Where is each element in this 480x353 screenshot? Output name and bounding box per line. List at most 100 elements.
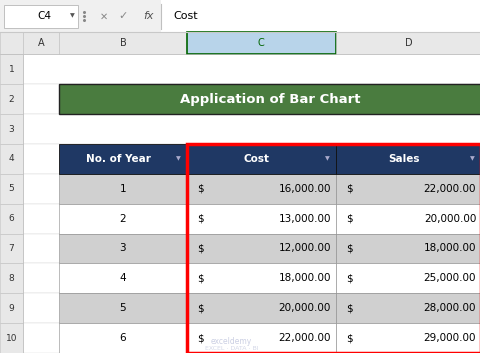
Bar xyxy=(0,234,23,263)
Bar xyxy=(23,32,59,54)
Text: 13,000.00: 13,000.00 xyxy=(278,214,330,223)
Bar xyxy=(186,32,335,54)
Bar xyxy=(23,54,480,84)
Text: Cost: Cost xyxy=(173,11,197,21)
Bar xyxy=(59,174,186,204)
Bar xyxy=(186,293,335,323)
Bar xyxy=(59,263,186,293)
Bar xyxy=(23,234,480,263)
Bar xyxy=(186,234,335,263)
Text: fx: fx xyxy=(143,11,153,21)
Text: 6: 6 xyxy=(9,214,14,223)
Bar xyxy=(0,0,480,32)
Bar xyxy=(0,263,23,293)
Text: No. of Year: No. of Year xyxy=(85,154,150,164)
Text: exceldemy: exceldemy xyxy=(210,336,252,346)
Bar xyxy=(59,323,186,353)
Text: 5: 5 xyxy=(9,184,14,193)
Bar xyxy=(186,174,335,204)
Text: 18,000.00: 18,000.00 xyxy=(278,273,330,283)
Text: 4: 4 xyxy=(9,154,14,163)
Text: $: $ xyxy=(346,184,352,194)
Text: Sales: Sales xyxy=(387,154,419,164)
Bar xyxy=(59,144,186,174)
Text: 9: 9 xyxy=(9,304,14,313)
Text: 5: 5 xyxy=(120,303,126,313)
Text: 3: 3 xyxy=(120,244,126,253)
Text: Application of Bar Chart: Application of Bar Chart xyxy=(180,92,360,106)
Text: 3: 3 xyxy=(9,125,14,133)
Text: 12,000.00: 12,000.00 xyxy=(278,244,330,253)
Bar xyxy=(186,204,335,234)
Bar xyxy=(0,323,23,353)
Text: $: $ xyxy=(346,244,352,253)
Text: 25,000.00: 25,000.00 xyxy=(423,273,475,283)
Text: ▼: ▼ xyxy=(469,156,474,161)
Text: C: C xyxy=(257,38,264,48)
Bar xyxy=(59,32,186,54)
Bar xyxy=(4,5,78,28)
Text: EXCEL · DATA · BI: EXCEL · DATA · BI xyxy=(204,346,258,351)
Text: $: $ xyxy=(346,333,352,343)
Text: ▼: ▼ xyxy=(70,14,75,19)
Bar xyxy=(23,293,480,323)
Text: 28,000.00: 28,000.00 xyxy=(423,303,475,313)
Bar xyxy=(23,174,480,204)
Text: 1: 1 xyxy=(120,184,126,194)
Bar xyxy=(0,174,23,204)
Text: 20,000.00: 20,000.00 xyxy=(423,214,475,223)
Text: $: $ xyxy=(197,244,204,253)
Text: ✓: ✓ xyxy=(118,11,127,21)
Bar xyxy=(59,204,186,234)
Bar xyxy=(335,234,480,263)
Bar xyxy=(23,263,480,293)
Bar xyxy=(186,323,335,353)
Text: ▼: ▼ xyxy=(324,156,329,161)
Text: 6: 6 xyxy=(120,333,126,343)
Bar xyxy=(0,204,23,234)
Text: $: $ xyxy=(346,273,352,283)
Text: C4: C4 xyxy=(38,11,52,21)
Text: $: $ xyxy=(197,303,204,313)
Bar xyxy=(23,204,480,234)
Bar xyxy=(161,0,480,32)
Text: 10: 10 xyxy=(6,334,17,342)
Text: 4: 4 xyxy=(120,273,126,283)
Bar xyxy=(186,144,480,353)
Bar xyxy=(59,293,186,323)
Text: 22,000.00: 22,000.00 xyxy=(278,333,330,343)
Text: ✕: ✕ xyxy=(99,11,107,21)
Bar xyxy=(59,234,186,263)
Text: 16,000.00: 16,000.00 xyxy=(278,184,330,194)
Text: $: $ xyxy=(197,184,204,194)
Bar xyxy=(0,32,23,54)
Text: ▼: ▼ xyxy=(175,156,180,161)
Bar xyxy=(23,84,480,114)
Text: $: $ xyxy=(197,333,204,343)
Text: $: $ xyxy=(346,303,352,313)
Bar xyxy=(335,144,480,174)
Bar xyxy=(0,32,480,54)
Bar xyxy=(0,144,23,174)
Bar xyxy=(335,174,480,204)
Bar xyxy=(335,293,480,323)
Text: Cost: Cost xyxy=(243,154,269,164)
Text: D: D xyxy=(404,38,411,48)
Bar xyxy=(23,144,480,174)
Text: B: B xyxy=(119,38,126,48)
Text: 29,000.00: 29,000.00 xyxy=(423,333,475,343)
Bar xyxy=(335,32,480,54)
Bar xyxy=(23,323,480,353)
Text: 7: 7 xyxy=(9,244,14,253)
Text: $: $ xyxy=(197,273,204,283)
Text: 20,000.00: 20,000.00 xyxy=(278,303,330,313)
Text: 22,000.00: 22,000.00 xyxy=(423,184,475,194)
Bar xyxy=(0,84,23,114)
Text: 2: 2 xyxy=(9,95,14,104)
Bar xyxy=(335,323,480,353)
Text: 2: 2 xyxy=(120,214,126,223)
Bar xyxy=(0,293,23,323)
Text: 18,000.00: 18,000.00 xyxy=(423,244,475,253)
Bar xyxy=(0,54,23,84)
Text: $: $ xyxy=(197,214,204,223)
